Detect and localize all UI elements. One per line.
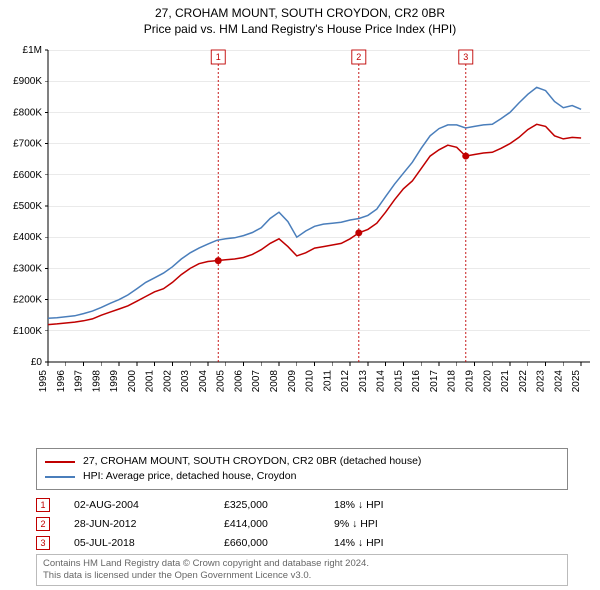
marker-row-2: 2 28-JUN-2012 £414,000 9% ↓ HPI: [36, 514, 568, 533]
svg-text:2013: 2013: [358, 370, 369, 393]
svg-text:2005: 2005: [216, 370, 227, 393]
svg-text:2009: 2009: [287, 370, 298, 393]
marker-row-1: 1 02-AUG-2004 £325,000 18% ↓ HPI: [36, 495, 568, 514]
svg-text:3: 3: [463, 52, 468, 62]
svg-text:1998: 1998: [91, 370, 102, 393]
svg-text:2000: 2000: [127, 370, 138, 393]
chart-area: £0 £100K £200K £300K £400K £500K £600K £700K £80…: [0, 42, 600, 410]
svg-text:1997: 1997: [74, 370, 85, 393]
marker-price-1: £325,000: [224, 499, 334, 511]
svg-text:£600K: £600K: [13, 170, 42, 181]
marker-row-3: 3 05-JUL-2018 £660,000 14% ↓ HPI: [36, 533, 568, 552]
svg-text:2023: 2023: [536, 370, 547, 393]
legend-item-hpi: HPI: Average price, detached house, Croy…: [45, 469, 559, 484]
attribution-footer: Contains HM Land Registry data © Crown c…: [36, 554, 568, 586]
footer-line-1: Contains HM Land Registry data © Crown c…: [43, 558, 561, 570]
markers-table: 1 02-AUG-2004 £325,000 18% ↓ HPI 2 28-JU…: [36, 495, 568, 552]
svg-text:2017: 2017: [429, 370, 440, 393]
marker-delta-1: 18% ↓ HPI: [334, 499, 454, 511]
svg-text:£400K: £400K: [13, 232, 42, 243]
svg-text:2001: 2001: [145, 370, 156, 393]
svg-text:2004: 2004: [198, 370, 209, 393]
legend-item-property: 27, CROHAM MOUNT, SOUTH CROYDON, CR2 0BR…: [45, 454, 559, 469]
svg-text:2007: 2007: [251, 370, 262, 393]
svg-text:2015: 2015: [393, 370, 404, 393]
svg-text:2021: 2021: [500, 370, 511, 393]
svg-text:2012: 2012: [340, 370, 351, 393]
legend-label-property: 27, CROHAM MOUNT, SOUTH CROYDON, CR2 0BR…: [83, 454, 421, 469]
marker-badge-2: 2: [36, 517, 50, 531]
svg-text:£800K: £800K: [13, 107, 42, 118]
svg-text:£500K: £500K: [13, 201, 42, 212]
svg-text:£200K: £200K: [13, 295, 42, 306]
footer-line-2: This data is licensed under the Open Gov…: [43, 570, 561, 582]
legend-swatch-property: [45, 461, 75, 463]
svg-text:2025: 2025: [571, 370, 582, 393]
chart-subtitle: Price paid vs. HM Land Registry's House …: [0, 22, 600, 38]
svg-text:2019: 2019: [464, 370, 475, 393]
marker-price-2: £414,000: [224, 518, 334, 530]
svg-text:£700K: £700K: [13, 139, 42, 150]
svg-text:2002: 2002: [162, 370, 173, 393]
marker-badge-1: 1: [36, 498, 50, 512]
legend-swatch-hpi: [45, 476, 75, 478]
marker-date-1: 02-AUG-2004: [74, 499, 224, 511]
svg-text:2014: 2014: [376, 370, 387, 393]
svg-text:2011: 2011: [322, 370, 333, 392]
svg-text:2010: 2010: [305, 370, 316, 393]
svg-text:2022: 2022: [518, 370, 529, 393]
chart-title: 27, CROHAM MOUNT, SOUTH CROYDON, CR2 0BR: [0, 6, 600, 22]
svg-text:1999: 1999: [109, 370, 120, 393]
svg-text:2008: 2008: [269, 370, 280, 393]
svg-text:2006: 2006: [233, 370, 244, 393]
svg-text:2: 2: [356, 52, 361, 62]
svg-text:2003: 2003: [180, 370, 191, 393]
svg-text:2020: 2020: [482, 370, 493, 393]
svg-text:£100K: £100K: [13, 326, 42, 337]
svg-text:£1M: £1M: [23, 45, 42, 56]
legend: 27, CROHAM MOUNT, SOUTH CROYDON, CR2 0BR…: [36, 448, 568, 490]
marker-date-3: 05-JUL-2018: [74, 537, 224, 549]
marker-badge-3: 3: [36, 536, 50, 550]
chart-title-block: 27, CROHAM MOUNT, SOUTH CROYDON, CR2 0BR…: [0, 0, 600, 37]
marker-delta-2: 9% ↓ HPI: [334, 518, 454, 530]
svg-text:1995: 1995: [38, 370, 49, 393]
svg-text:1: 1: [216, 52, 221, 62]
line-chart-svg: £0 £100K £200K £300K £400K £500K £600K £700K £80…: [0, 42, 600, 410]
marker-delta-3: 14% ↓ HPI: [334, 537, 454, 549]
legend-label-hpi: HPI: Average price, detached house, Croy…: [83, 469, 296, 484]
svg-text:£0: £0: [31, 357, 43, 368]
svg-text:£900K: £900K: [13, 76, 42, 87]
svg-text:2018: 2018: [447, 370, 458, 393]
svg-text:2024: 2024: [553, 370, 564, 393]
svg-text:£300K: £300K: [13, 263, 42, 274]
marker-date-2: 28-JUN-2012: [74, 518, 224, 530]
svg-text:2016: 2016: [411, 370, 422, 393]
marker-price-3: £660,000: [224, 537, 334, 549]
svg-text:1996: 1996: [56, 370, 67, 393]
